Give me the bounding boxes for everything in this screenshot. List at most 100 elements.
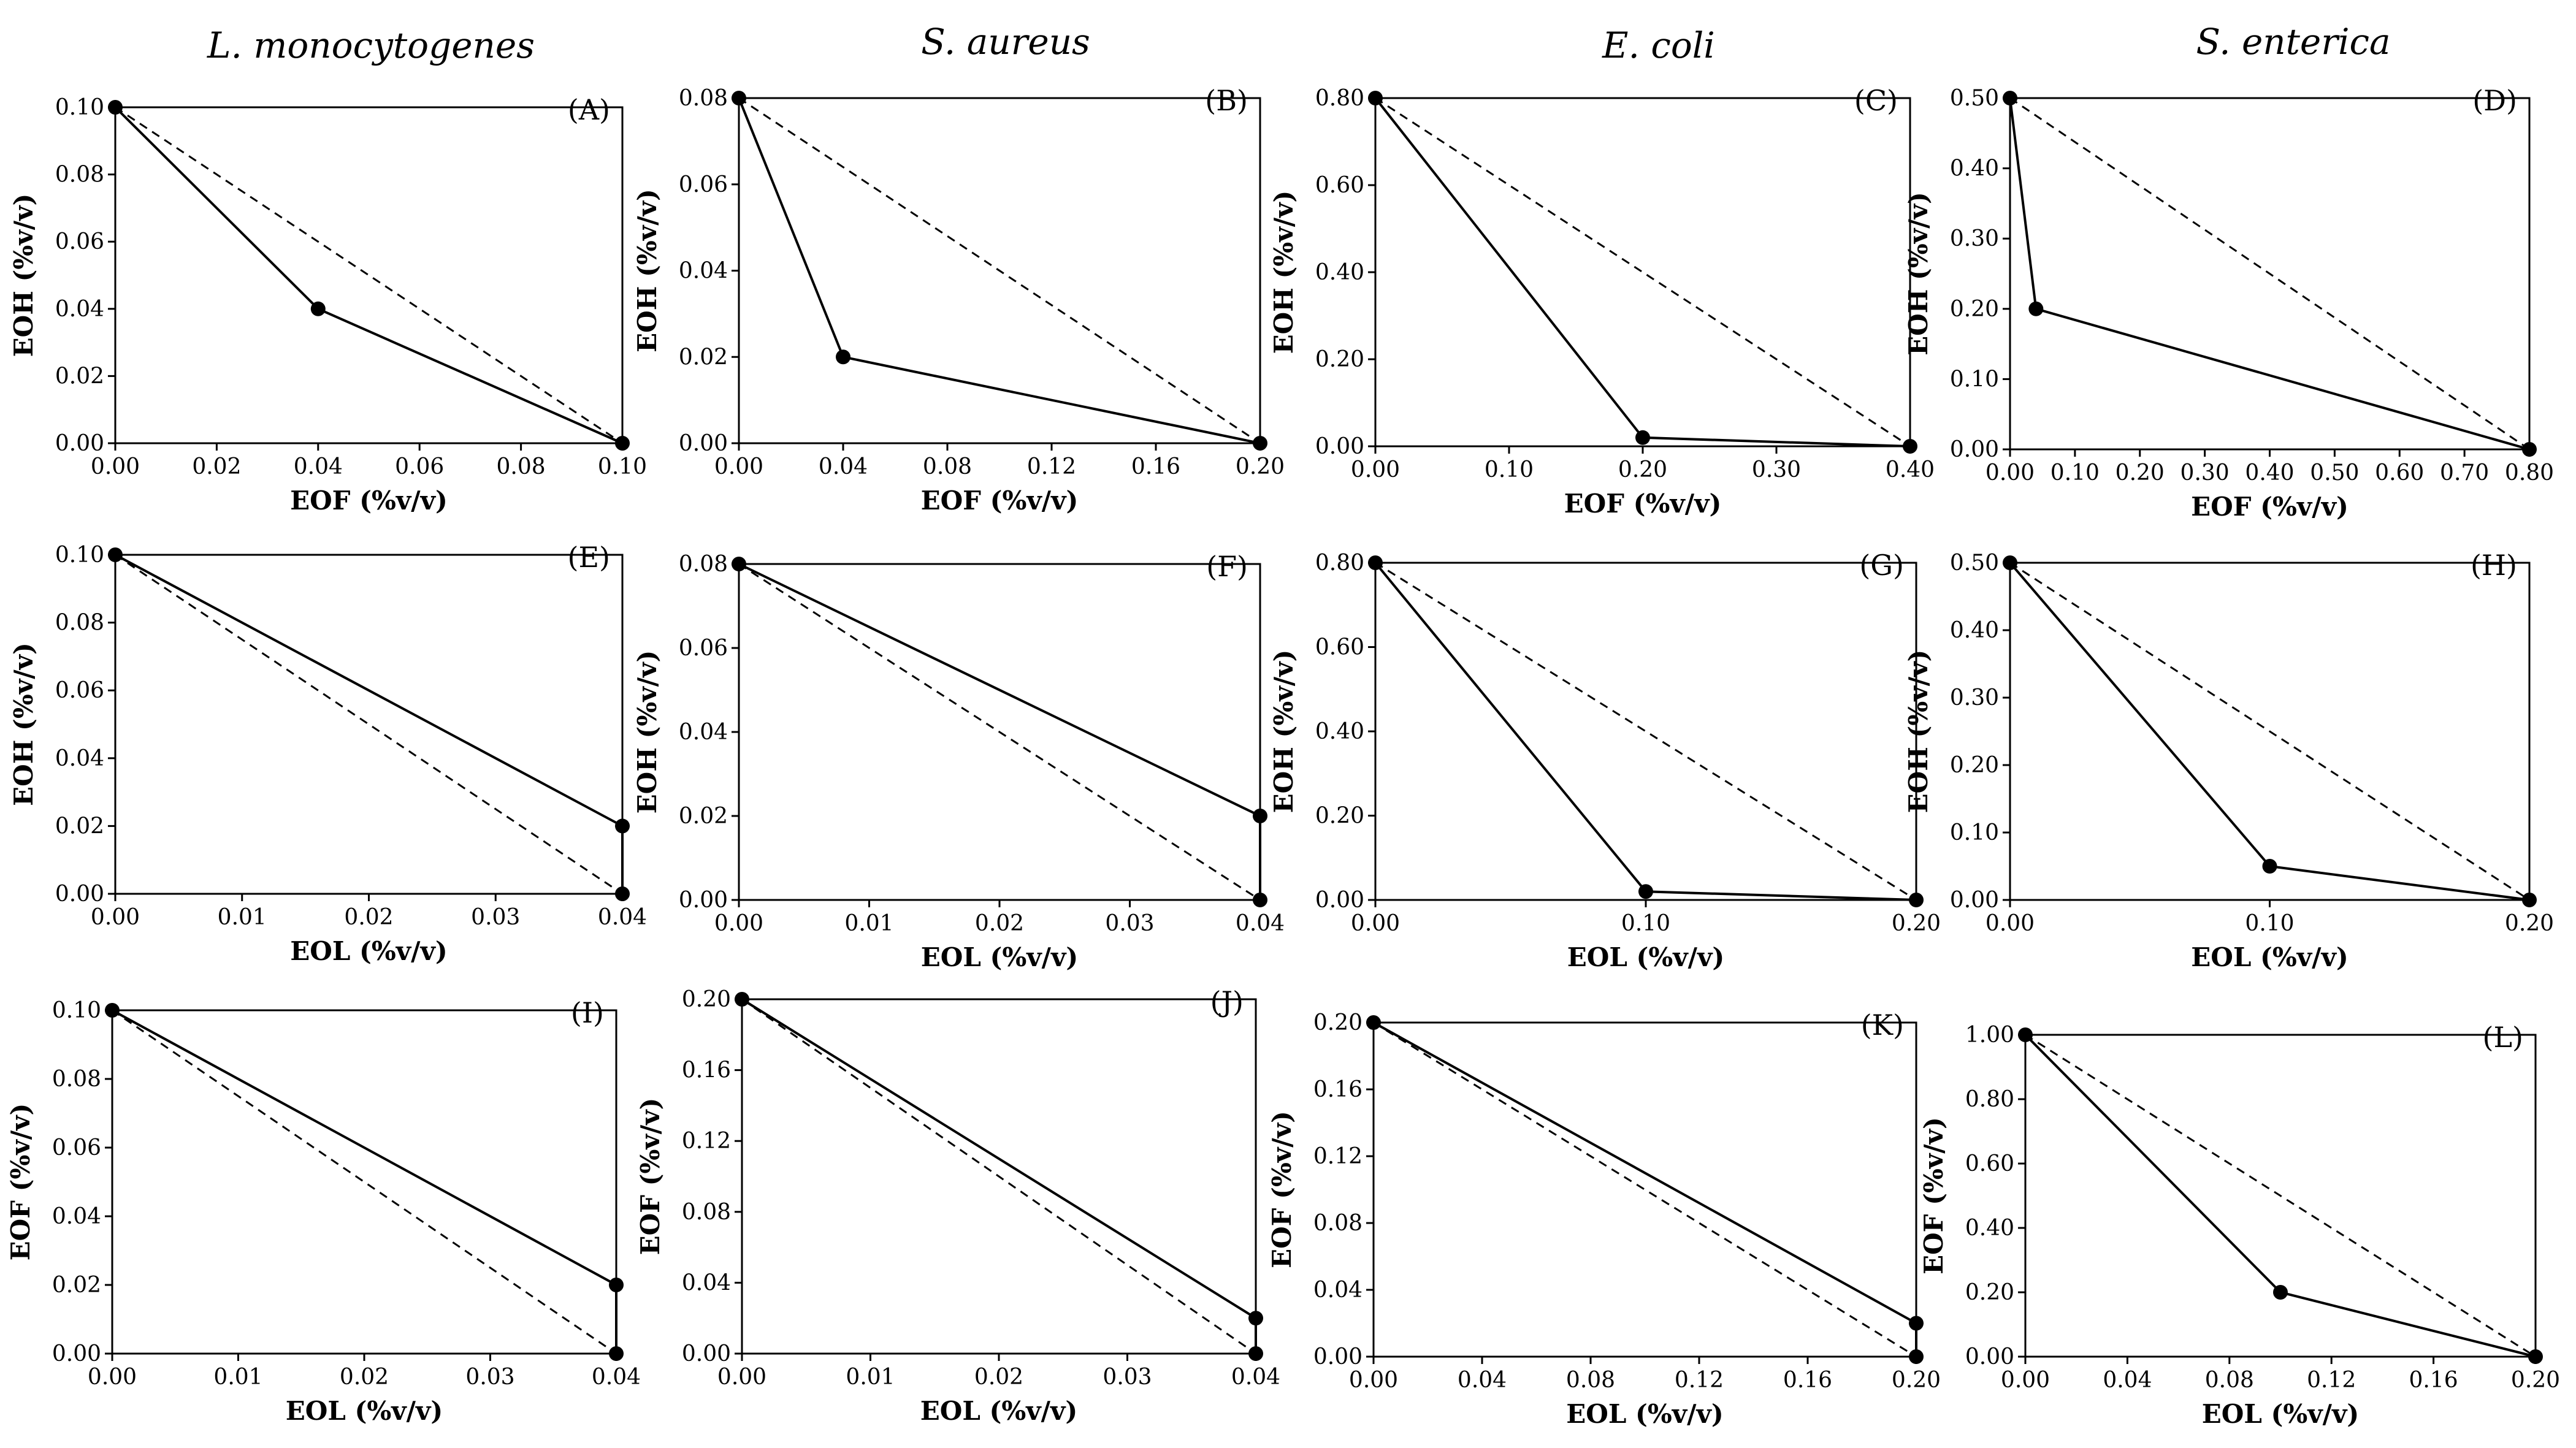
- x-tick-label: 0.20: [1892, 911, 1941, 936]
- y-tick-label: 0.20: [682, 987, 731, 1012]
- x-tick-label: 0.50: [2310, 460, 2359, 486]
- panel-label: (F): [1206, 550, 1248, 583]
- column-title-s-enterica: S. enterica: [2196, 21, 2390, 63]
- data-point: [1248, 1311, 1263, 1326]
- x-axis-label: EOL (%v/v): [290, 936, 448, 966]
- y-tick-label: 0.20: [1965, 1280, 2014, 1305]
- x-axis-label: EOL (%v/v): [921, 942, 1079, 972]
- additivity-line: [741, 998, 1256, 1355]
- data-point: [2262, 859, 2277, 874]
- x-tick-label: 0.04: [294, 454, 343, 479]
- y-axis-label: EOF (%v/v): [1919, 1117, 1949, 1275]
- y-tick-label: 0.00: [1313, 1344, 1363, 1370]
- y-tick-label: 0.40: [1950, 156, 1999, 181]
- x-axis-label: EOL (%v/v): [920, 1396, 1078, 1426]
- x-tick-label: 0.06: [395, 454, 444, 479]
- y-axis-label: EOF (%v/v): [1267, 1111, 1297, 1268]
- y-tick-label: 0.00: [55, 431, 104, 456]
- x-tick-label: 0.08: [2205, 1368, 2254, 1393]
- panel-label: (G): [1859, 549, 1904, 582]
- x-axis-label: EOF (%v/v): [1564, 489, 1722, 519]
- panel-label: (J): [1210, 985, 1244, 1018]
- x-tick-label: 0.30: [1752, 457, 1801, 482]
- y-tick-label: 0.04: [52, 1204, 101, 1229]
- x-tick-label: 0.04: [2103, 1368, 2152, 1393]
- y-tick-label: 0.10: [55, 95, 104, 120]
- y-tick-label: 0.40: [1315, 260, 1364, 285]
- y-axis-label: EOH (%v/v): [1269, 191, 1299, 354]
- y-tick-label: 0.02: [55, 364, 104, 389]
- additivity-line: [738, 563, 1261, 901]
- data-point: [836, 349, 850, 365]
- y-tick-label: 0.02: [52, 1273, 101, 1298]
- x-tick-label: 0.12: [1675, 1368, 1724, 1393]
- panel-k: 0.00 0.04 0.08 0.12 0.16 0.20 0.00 0.04 0.08 0.12…: [1267, 1008, 1941, 1429]
- y-tick-label: 0.00: [679, 888, 728, 913]
- x-axis-label: EOF (%v/v): [290, 486, 448, 516]
- y-tick-label: 0.40: [1315, 719, 1364, 744]
- x-tick-label: 0.08: [497, 454, 546, 479]
- data-point: [310, 301, 326, 316]
- x-axis-label: EOL (%v/v): [2191, 942, 2349, 972]
- data-point: [2273, 1285, 2288, 1300]
- y-tick-label: 0.40: [1950, 618, 1999, 643]
- x-tick-label: 0.01: [213, 1365, 262, 1390]
- y-axis-label: EOH (%v/v): [1903, 192, 1933, 356]
- y-tick-label: 0.08: [55, 611, 104, 636]
- y-tick-label: 0.60: [1965, 1151, 2014, 1176]
- y-tick-label: 0.60: [1315, 173, 1364, 198]
- x-axis-label: EOL (%v/v): [286, 1396, 443, 1426]
- panel-label: (A): [568, 93, 610, 126]
- x-tick-label: 0.20: [2505, 911, 2554, 936]
- y-tick-label: 0.06: [55, 229, 104, 254]
- y-tick-label: 0.10: [52, 998, 101, 1023]
- y-axis-label: EOH (%v/v): [632, 189, 662, 352]
- x-tick-label: 0.00: [714, 911, 763, 936]
- data-point: [2522, 442, 2537, 457]
- y-tick-label: 0.00: [1315, 888, 1364, 913]
- y-tick-label: 0.08: [52, 1067, 101, 1092]
- x-tick-label: 0.80: [2505, 460, 2554, 486]
- x-tick-label: 0.00: [1986, 911, 2035, 936]
- x-tick-label: 0.10: [2050, 460, 2100, 486]
- additivity-line: [2025, 1034, 2536, 1358]
- x-tick-label: 0.01: [218, 905, 267, 930]
- data-point: [1635, 430, 1650, 445]
- panel-l: 0.00 0.04 0.08 0.12 0.16 0.20 0.00 0.20 0.40 0.60…: [1919, 1021, 2560, 1429]
- y-axis-label: EOH (%v/v): [9, 194, 39, 357]
- y-tick-label: 0.40: [1965, 1216, 2014, 1241]
- y-tick-label: 0.80: [1315, 551, 1364, 576]
- y-tick-label: 0.12: [1313, 1144, 1363, 1169]
- column-title-l-monocytogenes: L. monocytogenes: [207, 25, 535, 66]
- y-tick-label: 0.00: [1950, 437, 1999, 462]
- y-tick-label: 0.20: [1950, 753, 1999, 778]
- y-tick-label: 0.06: [52, 1135, 101, 1160]
- y-tick-label: 0.60: [1315, 635, 1364, 660]
- y-axis-label: EOH (%v/v): [1269, 650, 1299, 814]
- y-tick-label: 0.06: [55, 678, 104, 703]
- x-tick-label: 0.20: [1236, 454, 1285, 479]
- y-tick-label: 0.00: [52, 1341, 101, 1366]
- y-tick-label: 0.08: [679, 86, 728, 111]
- panels-group: 0.00 0.02 0.04 0.06 0.08 0.10 0.00 0.02 0.04 0.06…: [6, 84, 2560, 1429]
- panel-c: 0.00 0.10 0.20 0.30 0.40 0.00 0.20 0.40 0.60 0.80…: [1269, 84, 1935, 519]
- panel-label: (H): [2471, 549, 2517, 582]
- y-tick-label: 0.20: [1315, 804, 1364, 829]
- panel-i: 0.00 0.01 0.02 0.03 0.04 0.00 0.02 0.04 0.06 0.08…: [6, 996, 641, 1426]
- x-tick-label: 0.04: [1236, 911, 1285, 936]
- panel-label: (E): [568, 541, 610, 574]
- data-point: [609, 1278, 624, 1292]
- y-tick-label: 0.08: [682, 1200, 731, 1225]
- x-tick-label: 0.10: [1485, 457, 1534, 482]
- y-axis-label: EOF (%v/v): [635, 1098, 665, 1256]
- x-tick-label: 0.00: [88, 1365, 137, 1390]
- y-tick-label: 0.30: [1950, 685, 1999, 711]
- x-tick-label: 0.04: [592, 1365, 641, 1390]
- y-tick-label: 0.02: [55, 814, 104, 839]
- x-tick-label: 0.04: [598, 905, 647, 930]
- x-tick-label: 0.16: [2409, 1368, 2458, 1393]
- y-tick-label: 0.00: [1950, 888, 1999, 913]
- x-tick-label: 0.10: [2245, 911, 2294, 936]
- panel-a: 0.00 0.02 0.04 0.06 0.08 0.10 0.00 0.02 0.04 0.06…: [9, 93, 647, 516]
- y-tick-label: 0.00: [55, 882, 104, 907]
